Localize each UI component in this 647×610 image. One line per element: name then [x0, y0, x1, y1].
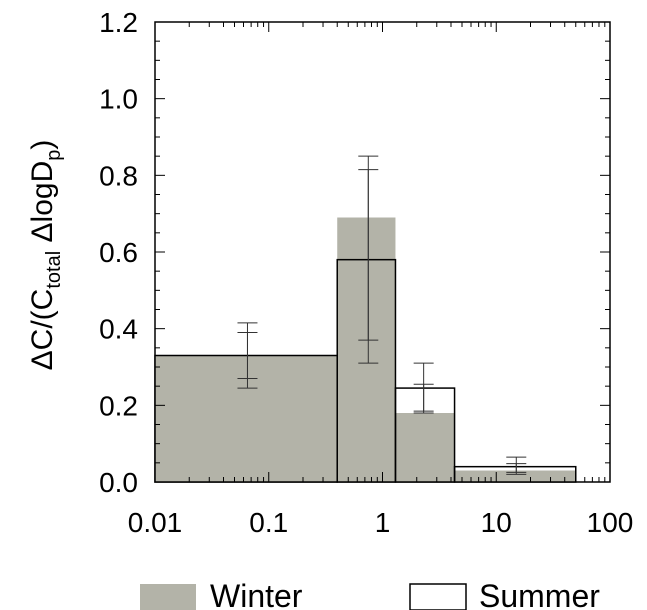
- bar-winter: [155, 355, 338, 482]
- legend: Winter Summer: [140, 578, 600, 610]
- legend-swatch-winter: [140, 584, 196, 610]
- y-label-sub-1: total: [43, 251, 65, 289]
- bar-summer: [453, 465, 577, 483]
- y-tick-label: 0.4: [99, 314, 138, 345]
- bar-winter: [454, 470, 576, 482]
- y-tick-labels: 0.0 0.2 0.4 0.6 0.8 1.0 1.2: [99, 7, 138, 498]
- x-tick-label: 1: [375, 507, 391, 538]
- summer-bars: [154, 258, 577, 483]
- x-tick-label: 100: [587, 507, 634, 538]
- y-tick-label: 1.2: [99, 7, 138, 38]
- bar-winter: [395, 413, 455, 482]
- x-tick-label: 0.1: [249, 507, 288, 538]
- legend-label-winter: Winter: [210, 578, 303, 610]
- y-tick-label: 1.0: [99, 84, 138, 115]
- bar-winter: [337, 217, 396, 482]
- y-tick-label: 0.2: [99, 390, 138, 421]
- error-bars: [237, 155, 527, 475]
- svg-text:ΔC/(Ctotal ΔlogDp): ΔC/(Ctotal ΔlogDp): [26, 140, 65, 371]
- ticks: [154, 21, 611, 483]
- y-tick-label: 0.8: [99, 160, 138, 191]
- y-label-main-2: ΔlogD: [26, 161, 59, 251]
- y-label-main-3: ): [26, 140, 59, 150]
- x-tick-label: 0.01: [128, 507, 183, 538]
- y-label-sub-2: p: [43, 150, 65, 161]
- legend-label-summer: Summer: [479, 578, 600, 610]
- y-axis-label: ΔC/(Ctotal ΔlogDp): [26, 140, 65, 371]
- legend-swatch-summer: [409, 583, 467, 610]
- y-tick-label: 0.6: [99, 237, 138, 268]
- bar-summer: [394, 387, 456, 483]
- x-tick-label: 10: [481, 507, 512, 538]
- y-label-main-1: ΔC/(C: [26, 289, 59, 371]
- x-tick-labels: 0.01 0.1 1 10 100: [128, 507, 634, 538]
- bar-summer: [336, 258, 397, 483]
- winter-bars: [155, 217, 576, 482]
- y-tick-label: 0.0: [99, 467, 138, 498]
